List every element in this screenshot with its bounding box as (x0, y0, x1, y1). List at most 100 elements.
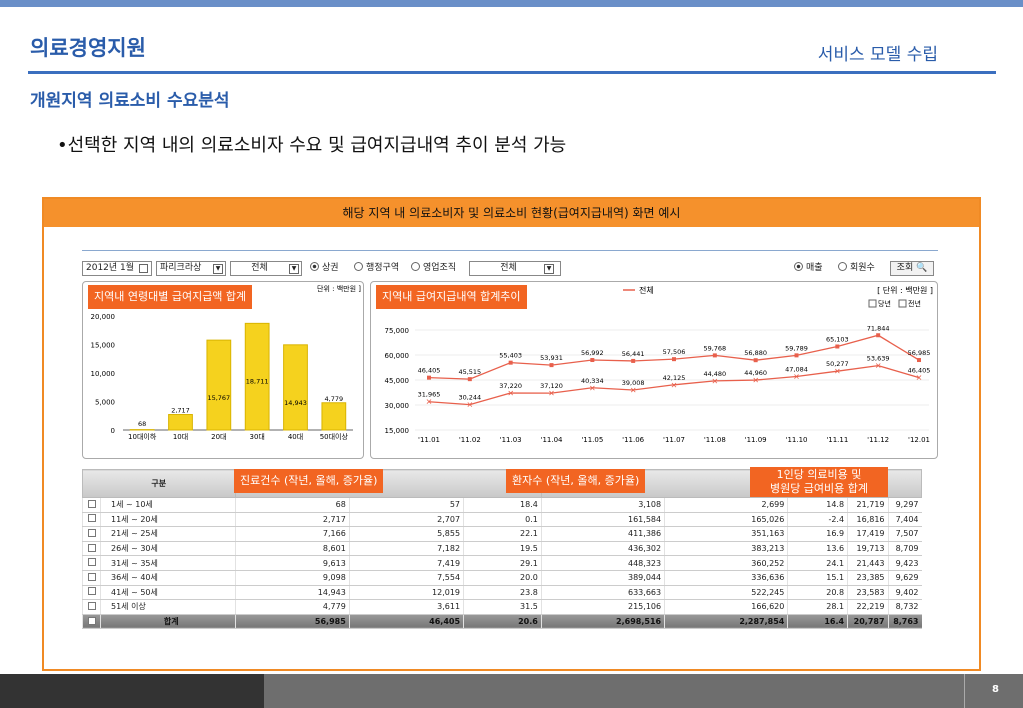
table-row: 31세 ~ 35세 9,613 7,419 29.1 448,323 360,252 24.… (82, 555, 922, 571)
row-checkbox-cell[interactable] (82, 570, 101, 586)
table-row: 1세 ~ 10세 68 57 18.4 3,108 2,699 14.8 21,719 9,29… (82, 497, 922, 513)
line-point (427, 375, 431, 380)
table-cell: 8,732 (887, 599, 922, 615)
line-point (672, 357, 676, 362)
table-cell: 448,323 (540, 555, 665, 571)
line-data-label: 55,403 (499, 352, 522, 360)
row-checkbox-cell[interactable] (82, 585, 101, 601)
bar-data-label: 15,767 (207, 394, 230, 402)
radio-icon (354, 262, 363, 271)
bar-data-label: 2,717 (171, 407, 190, 415)
checkbox-icon[interactable] (87, 558, 96, 567)
bar (168, 414, 193, 431)
date-picker[interactable]: 2012년 1월 (82, 261, 152, 276)
line-ytick-label: 60,000 (385, 352, 410, 360)
line-category-label: '11.01 (418, 436, 440, 444)
table-cell: 9,629 (887, 570, 922, 586)
radio-sangkwon[interactable]: 상권 (310, 261, 339, 276)
row-checkbox-cell[interactable] (82, 541, 101, 557)
table-row: 41세 ~ 50세 14,943 12,019 23.8 633,663 522,245 2… (82, 585, 922, 601)
row-label: 합계 (100, 614, 236, 630)
legend2-a: 당년 (878, 299, 891, 308)
table-cell: 7,182 (348, 541, 464, 557)
line-point (508, 360, 513, 365)
radio-sales-org[interactable]: 영업조직 (411, 261, 456, 276)
row-label: 21세 ~ 25세 (100, 526, 236, 542)
line-data-label: 65,103 (826, 335, 849, 343)
table-cell: 12,019 (348, 585, 464, 601)
radio-selected-icon (310, 262, 319, 271)
line-point: ✕ (589, 384, 596, 393)
line-data-label: 42,125 (663, 374, 686, 382)
table-cell: 8,601 (234, 541, 350, 557)
row-checkbox-cell[interactable] (82, 526, 101, 542)
line-point (590, 358, 595, 363)
row-checkbox-cell[interactable] (82, 614, 101, 630)
line-data-label: 45,515 (458, 368, 481, 376)
bar-ytick-label: 10,000 (91, 370, 116, 378)
row-checkbox-cell[interactable] (82, 599, 101, 615)
radio-admin[interactable]: 행정구역 (354, 261, 399, 276)
checkbox-icon[interactable] (87, 543, 96, 552)
line-data-label: 44,960 (744, 369, 767, 377)
line-data-label: 53,639 (867, 355, 890, 363)
table-cell: 31.5 (463, 599, 542, 615)
line-ytick-label: 15,000 (385, 427, 410, 435)
line-data-label: 47,084 (785, 366, 808, 374)
bar (283, 344, 308, 431)
line-data-label: 44,480 (703, 370, 726, 378)
row-checkbox-cell[interactable] (82, 512, 101, 528)
line-point: ✕ (630, 386, 637, 395)
table-cell: 14,943 (234, 585, 350, 601)
checkbox-icon[interactable] (87, 587, 96, 596)
line-point: ✕ (916, 374, 923, 383)
region-select[interactable]: 파리크라상 ▼ (156, 261, 226, 276)
radio-sales[interactable]: 매출 (794, 261, 823, 276)
table-cell: 21,719 (847, 497, 889, 513)
table-cell: 7,166 (234, 526, 350, 542)
bar-ytick-label: 15,000 (91, 342, 116, 350)
checkbox-icon[interactable] (87, 616, 96, 625)
checkbox-icon[interactable] (87, 528, 96, 537)
bar-category-label: 20대 (211, 433, 226, 441)
patients-tag: 환자수 (작년, 올해, 증가율) (506, 469, 646, 493)
checkbox-icon[interactable] (898, 299, 907, 308)
table-cell: 5,855 (348, 526, 464, 542)
checkbox-icon[interactable] (87, 514, 96, 523)
bar-category-label: 50대이상 (320, 432, 349, 441)
page-title: 의료경영지원 (30, 36, 146, 60)
row-label: 1세 ~ 10세 (100, 497, 236, 513)
table-cell: 3,108 (540, 497, 665, 513)
table-cell: 9,402 (887, 585, 922, 601)
table-cell: 23,583 (847, 585, 889, 601)
radio-members[interactable]: 회원수 (838, 261, 875, 276)
table-cell: 411,386 (540, 526, 665, 542)
bullet-text: •선택한 지역 내의 의료소비자 수요 및 급여지급내역 추이 분석 가능 (57, 135, 567, 156)
checkbox-icon[interactable] (87, 601, 96, 610)
filter-select-2[interactable]: 전체 ▼ (469, 261, 561, 276)
line-point (876, 333, 881, 338)
row-checkbox-cell[interactable] (82, 497, 101, 513)
cost-tag: 1인당 의료비용 및 병원당 급여비용 합계 (750, 467, 888, 497)
line-category-label: '11.09 (745, 436, 767, 444)
line-category-label: '11.06 (622, 436, 645, 444)
bar-category-label: 10대이하 (128, 432, 157, 441)
checkbox-icon[interactable] (868, 299, 877, 308)
row-checkbox-cell[interactable] (82, 555, 101, 571)
checkbox-icon[interactable] (87, 572, 96, 581)
radio-label: 영업조직 (423, 263, 457, 273)
filter-select-1[interactable]: 전체 ▼ (230, 261, 302, 276)
legend-label: 전체 (639, 285, 654, 295)
table-cell: 4,779 (234, 599, 350, 615)
checkbox-icon[interactable] (87, 499, 96, 508)
line-category-label: '11.04 (541, 436, 564, 444)
table-cell: 68 (234, 497, 350, 513)
line-point: ✕ (426, 398, 433, 407)
query-button[interactable]: 조회 🔍 (890, 261, 934, 276)
line-data-label: 53,931 (540, 354, 563, 362)
line-category-label: '12.01 (908, 436, 930, 444)
line-data-label: 56,985 (908, 349, 931, 357)
line-point: ✕ (548, 389, 555, 398)
table-cell: 9,098 (234, 570, 350, 586)
visits-tag: 진료건수 (작년, 올해, 증가율) (234, 469, 384, 493)
